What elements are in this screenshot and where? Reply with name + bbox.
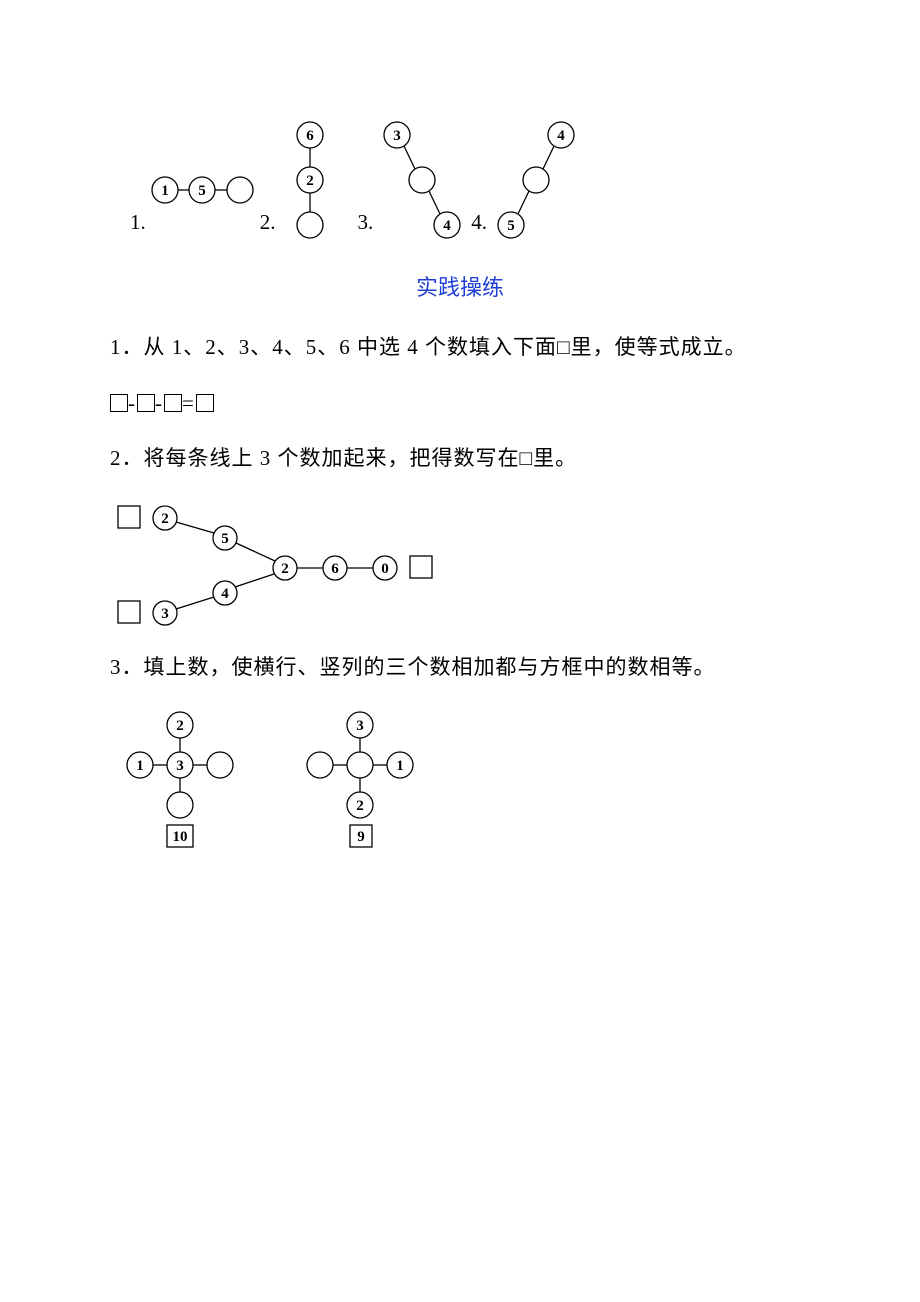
page: 1. 15 2. 62 3. 34 4. 45 实践操练 1．从 1、2、3、4… [0, 0, 920, 912]
svg-text:4: 4 [557, 128, 565, 144]
diagram-3: 34 [377, 120, 467, 240]
svg-text:5: 5 [198, 183, 206, 199]
svg-text:3: 3 [161, 606, 169, 622]
svg-text:2: 2 [306, 173, 314, 189]
svg-text:6: 6 [306, 128, 314, 144]
diagram-4: 45 [491, 120, 581, 240]
blank-box [164, 394, 182, 412]
svg-text:2: 2 [281, 561, 289, 577]
svg-text:0: 0 [381, 561, 389, 577]
svg-text:4: 4 [444, 218, 452, 234]
top-label-1: 1. [130, 206, 146, 240]
q3-text: 3．填上数，使横行、竖列的三个数相加都与方框中的数相等。 [110, 651, 810, 685]
svg-text:4: 4 [221, 586, 229, 602]
section-title: 实践操练 [110, 270, 810, 305]
top-diagrams-row: 1. 15 2. 62 3. 34 4. 45 [110, 120, 810, 240]
q1-equation: --= [110, 387, 810, 421]
svg-text:1: 1 [396, 758, 404, 774]
svg-text:1: 1 [136, 758, 144, 774]
q3-diagram-a: 2 1 3 10 [110, 707, 250, 852]
svg-text:3: 3 [176, 758, 184, 774]
svg-text:10: 10 [173, 829, 188, 845]
q2-diagram: 2 5 2 6 0 4 3 [110, 498, 450, 633]
q1-text: 1．从 1、2、3、4、5、6 中选 4 个数填入下面□里，使等式成立。 [110, 331, 810, 365]
svg-text:2: 2 [356, 798, 364, 814]
blank-box [137, 394, 155, 412]
svg-text:2: 2 [176, 718, 184, 734]
svg-text:3: 3 [394, 128, 402, 144]
svg-text:5: 5 [221, 531, 229, 547]
top-label-3: 3. [358, 206, 374, 240]
q3-row: 2 1 3 10 3 1 2 9 [110, 707, 810, 852]
q3-diagram-b: 3 1 2 9 [290, 707, 430, 852]
svg-text:3: 3 [356, 718, 364, 734]
top-label-4: 4. [471, 206, 487, 240]
svg-text:9: 9 [357, 829, 365, 845]
blank-box [196, 394, 214, 412]
svg-text:1: 1 [161, 183, 169, 199]
svg-text:2: 2 [161, 511, 169, 527]
svg-text:5: 5 [507, 218, 515, 234]
blank-box [110, 394, 128, 412]
diagram-2: 62 [280, 120, 340, 240]
diagram-1: 15 [150, 120, 260, 240]
q2-text: 2．将每条线上 3 个数加起来，把得数写在□里。 [110, 442, 810, 476]
top-label-2: 2. [260, 206, 276, 240]
svg-text:6: 6 [331, 561, 339, 577]
